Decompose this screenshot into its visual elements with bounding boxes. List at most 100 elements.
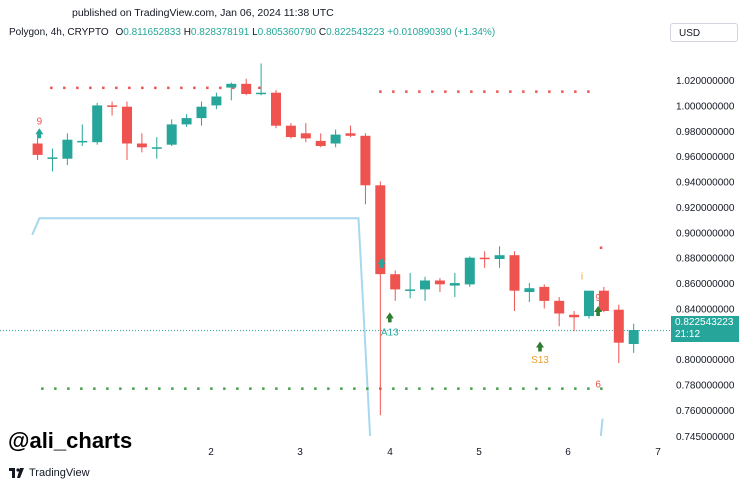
support-dot xyxy=(67,387,70,390)
tradingview-brand: TradingView xyxy=(29,467,90,479)
y-tick-label: 0.980000000 xyxy=(676,127,735,138)
candle-body xyxy=(330,134,341,144)
candle xyxy=(434,278,445,292)
candle-body xyxy=(449,283,460,286)
candle-body xyxy=(92,105,103,143)
resistance-dot xyxy=(141,86,144,90)
support-dot xyxy=(106,387,109,390)
currency-button[interactable]: USD xyxy=(670,23,738,42)
candle-body xyxy=(613,309,624,343)
support-dot xyxy=(158,387,161,390)
resistance-dot xyxy=(522,90,525,93)
resistance-dot xyxy=(193,86,196,90)
candle-body xyxy=(360,135,371,186)
support-dot xyxy=(587,387,590,390)
signal-label: i xyxy=(581,271,583,282)
y-tick-label: 0.920000000 xyxy=(676,203,735,214)
support-dot xyxy=(392,387,395,390)
support-dot xyxy=(457,387,460,390)
candle xyxy=(107,101,118,116)
open-value: 0.811652833 xyxy=(123,27,181,38)
y-axis: 1.020000000 1.000000000 0.980000000 0.96000… xyxy=(676,76,735,443)
y-tick-label: 0.900000000 xyxy=(676,228,735,239)
resistance-dot xyxy=(128,86,131,90)
candle-body xyxy=(32,143,43,155)
open-label: O xyxy=(115,27,124,38)
support-dot xyxy=(574,387,577,390)
x-axis: 2 3 4 5 6 7 xyxy=(208,447,661,458)
support-dot xyxy=(470,387,473,390)
change-value: +0.010890390 (+1.34%) xyxy=(387,27,496,38)
resistance-dot xyxy=(457,90,460,93)
y-tick-label: 1.000000000 xyxy=(676,101,735,112)
support-dot xyxy=(184,387,187,390)
y-tick-label: 0.760000000 xyxy=(676,406,735,417)
y-tick-label: 0.860000000 xyxy=(676,279,735,290)
candle-body xyxy=(315,140,326,146)
symbol-name: Polygon, 4h, CRYPTO xyxy=(9,27,109,38)
signal-arrow-up xyxy=(377,257,386,268)
support-dot xyxy=(197,387,200,390)
candle xyxy=(241,78,252,96)
tradingview-icon xyxy=(9,468,24,478)
resistance-dot xyxy=(405,90,408,93)
tradingview-logo[interactable]: TradingView xyxy=(9,467,90,479)
candle xyxy=(136,133,147,153)
resistance-dot xyxy=(418,90,421,93)
candle xyxy=(32,134,43,160)
signal-dot xyxy=(599,246,603,250)
candle xyxy=(285,123,296,139)
candle xyxy=(524,283,535,303)
candle xyxy=(494,246,505,268)
candle xyxy=(539,284,550,309)
support-dot xyxy=(418,387,421,390)
support-dot xyxy=(327,387,330,390)
support-dot xyxy=(93,387,96,390)
signal-label: 9 xyxy=(379,245,385,256)
candle-body xyxy=(509,255,520,291)
candle-body xyxy=(628,330,639,344)
support-dot xyxy=(496,387,499,390)
symbol-legend: Polygon, 4h, CRYPTO O0.811652833 H0.8283… xyxy=(9,27,495,38)
candle-layer xyxy=(32,63,639,416)
support-dot xyxy=(314,387,317,390)
support-dot xyxy=(444,387,447,390)
candle-body xyxy=(271,92,281,126)
candle-body xyxy=(300,133,311,139)
candle xyxy=(613,304,624,364)
resistance-dot xyxy=(232,86,235,90)
candle xyxy=(479,251,490,268)
support-dot xyxy=(561,387,564,390)
support-dot xyxy=(275,387,278,390)
trend-line xyxy=(31,217,372,437)
candle xyxy=(92,102,103,145)
candle-body xyxy=(107,105,118,107)
support-dot xyxy=(262,387,265,390)
y-tick-label: 1.020000000 xyxy=(676,76,735,87)
candle-body xyxy=(420,280,430,290)
close-value: 0.822543223 xyxy=(326,27,385,38)
y-tick-label: 0.940000000 xyxy=(676,178,735,189)
x-tick-label: 6 xyxy=(565,447,571,458)
candle xyxy=(271,90,281,129)
x-tick-label: 4 xyxy=(387,447,393,458)
signal-label: 9 xyxy=(37,117,43,128)
resistance-dot xyxy=(470,90,473,93)
candle-body xyxy=(569,314,580,318)
candle xyxy=(554,297,565,327)
candle xyxy=(598,286,609,313)
candle-body xyxy=(136,143,147,148)
x-tick-label: 5 xyxy=(476,447,482,458)
candle xyxy=(300,123,311,143)
close-label: C xyxy=(318,27,327,38)
candle xyxy=(166,119,177,146)
support-dot xyxy=(340,387,343,390)
support-dot xyxy=(223,387,226,390)
signal-label: S13 xyxy=(531,355,549,366)
support-dot xyxy=(145,387,148,390)
resistance-dot xyxy=(574,90,577,93)
candle-body xyxy=(122,106,132,144)
candle-body xyxy=(241,83,252,94)
support-dot xyxy=(80,387,83,390)
